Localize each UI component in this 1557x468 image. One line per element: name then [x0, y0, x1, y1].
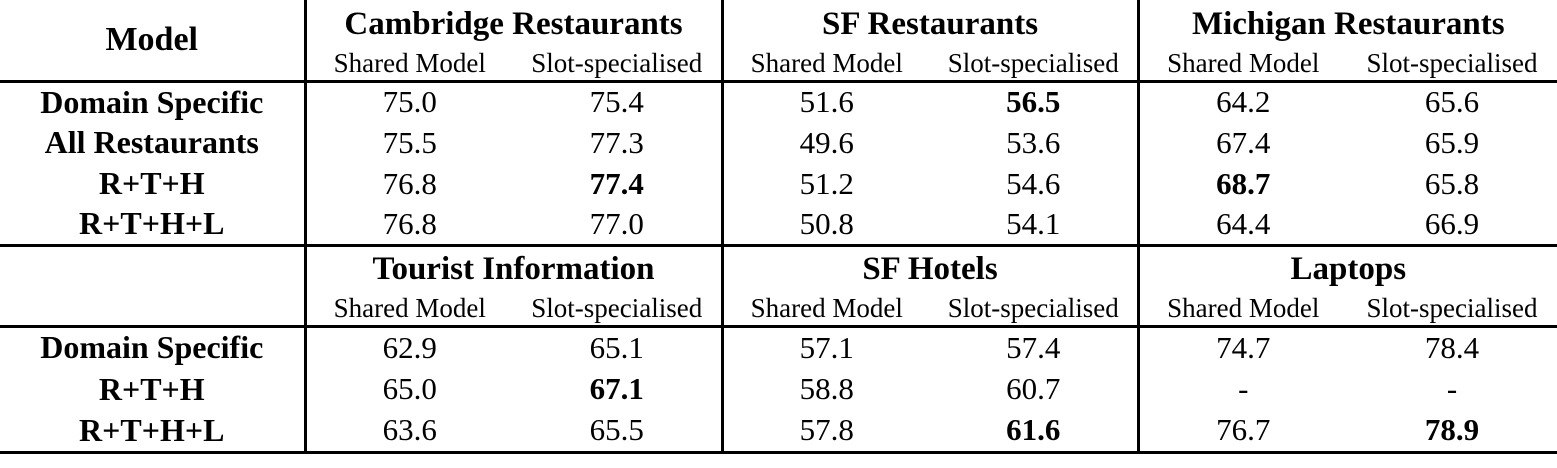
subheader-shared-model: Shared Model	[1138, 293, 1348, 328]
subheader-shared-model: Shared Model	[722, 48, 931, 83]
value-cell: 75.0	[382, 84, 437, 120]
value-cell: 75.5	[382, 124, 437, 160]
model-header: Model	[0, 0, 307, 83]
value-cell: 78.4	[1424, 329, 1480, 365]
subheader-slot-specialised: Slot-specialised	[1347, 293, 1557, 328]
table-row: R+T+H 76.8 77.4 51.2 54.6 68.7 65.8	[0, 163, 1557, 204]
value-cell: 62.9	[382, 329, 437, 365]
subheader-slot-specialised: Slot-specialised	[513, 293, 724, 328]
value-cell: 50.8	[722, 204, 931, 247]
row-label: R+T+H+L	[0, 410, 307, 454]
value-cell: 66.9	[1347, 204, 1557, 247]
value-cell: 61.6	[930, 410, 1140, 454]
subheader-slot-specialised: Slot-specialised	[930, 293, 1140, 328]
subheader-slot-specialised: Slot-specialised	[1347, 48, 1557, 83]
value-cell: 68.7	[1216, 165, 1271, 201]
table-row: R+T+H+L 63.6 65.5 57.8 61.6 76.7 78.9	[0, 410, 1557, 454]
value-cell: 76.8	[382, 165, 437, 201]
value-cell: 76.7	[1138, 410, 1348, 454]
value-cell: 51.6	[799, 84, 854, 120]
subheader-shared-model: Shared Model	[722, 293, 931, 328]
value-cell: 65.0	[382, 371, 437, 406]
row-label: R+T+H	[0, 368, 307, 410]
value-cell: 63.6	[305, 410, 513, 454]
value-cell: 51.2	[799, 165, 854, 201]
row-label: Domain Specific	[0, 81, 307, 122]
value-cell: 74.7	[1216, 329, 1271, 365]
group-header-cambridge-restaurants: Cambridge Restaurants	[305, 0, 724, 48]
value-cell: 75.4	[513, 81, 724, 122]
group-header-sf-hotels: SF Hotels	[722, 245, 1140, 293]
value-cell: 78.9	[1347, 410, 1557, 454]
table-row: Domain Specific 75.0 75.4 51.6 56.5 64.2…	[0, 81, 1557, 122]
table-row: R+T+H 65.0 67.1 58.8 60.7 - -	[0, 368, 1557, 410]
value-cell: 67.4	[1216, 124, 1271, 160]
value-cell: 53.6	[930, 122, 1140, 163]
group-header-sf-restaurants: SF Restaurants	[722, 0, 1140, 48]
value-cell: 65.5	[513, 410, 724, 454]
value-cell: 77.4	[513, 163, 724, 204]
value-cell: 58.8	[799, 371, 854, 406]
subheader-slot-specialised: Slot-specialised	[513, 48, 724, 83]
subheader-shared-model: Shared Model	[305, 48, 513, 83]
row-label: All Restaurants	[0, 122, 307, 163]
value-cell: 60.7	[930, 368, 1140, 410]
value-cell: 65.8	[1424, 165, 1480, 201]
table-row: R+T+H+L 76.8 77.0 50.8 54.1 64.4 66.9	[0, 204, 1557, 247]
group-header-tourist-information: Tourist Information	[305, 245, 724, 293]
subheader-shared-model: Shared Model	[305, 293, 513, 328]
results-table: Model Cambridge Restaurants SF Restauran…	[0, 0, 1557, 454]
value-cell: 57.4	[930, 326, 1140, 368]
value-cell: 77.3	[513, 122, 724, 163]
bottom-subheader-row: Shared Model Slot-specialised Shared Mod…	[0, 293, 1557, 328]
subheader-shared-model: Shared Model	[1138, 48, 1348, 83]
value-cell: 57.8	[722, 410, 931, 454]
value-cell: 64.2	[1216, 84, 1271, 120]
bottom-group-header-row: Tourist Information SF Hotels Laptops	[0, 245, 1557, 328]
value-cell: 54.6	[930, 163, 1140, 204]
value-cell: 57.1	[799, 329, 854, 365]
value-cell: 54.1	[930, 204, 1140, 247]
subheader-slot-specialised: Slot-specialised	[930, 48, 1140, 83]
top-group-header-row: Model Cambridge Restaurants SF Restauran…	[0, 0, 1557, 83]
table-row: All Restaurants 75.5 77.3 49.6 53.6 67.4…	[0, 122, 1557, 163]
group-header-michigan-restaurants: Michigan Restaurants	[1191, 5, 1505, 42]
table-row: Domain Specific 62.9 65.1 57.1 57.4 74.7…	[0, 326, 1557, 368]
value-cell: -	[1446, 371, 1458, 406]
value-cell: 56.5	[930, 81, 1140, 122]
row-label: Domain Specific	[0, 326, 307, 368]
value-cell: 77.0	[513, 204, 724, 247]
value-cell: 65.1	[513, 326, 724, 368]
group-header-laptops: Laptops	[1290, 251, 1407, 288]
value-cell: 64.4	[1138, 204, 1348, 247]
value-cell: 67.1	[513, 368, 724, 410]
value-cell: 49.6	[799, 124, 854, 160]
top-subheader-row: Shared Model Slot-specialised Shared Mod…	[0, 48, 1557, 83]
value-cell: -	[1238, 371, 1249, 406]
empty-cell	[0, 245, 307, 328]
row-label: R+T+H	[0, 163, 307, 204]
row-label: R+T+H+L	[0, 204, 307, 247]
value-cell: 76.8	[305, 204, 513, 247]
value-cell: 65.6	[1424, 84, 1480, 120]
value-cell: 65.9	[1424, 124, 1480, 160]
